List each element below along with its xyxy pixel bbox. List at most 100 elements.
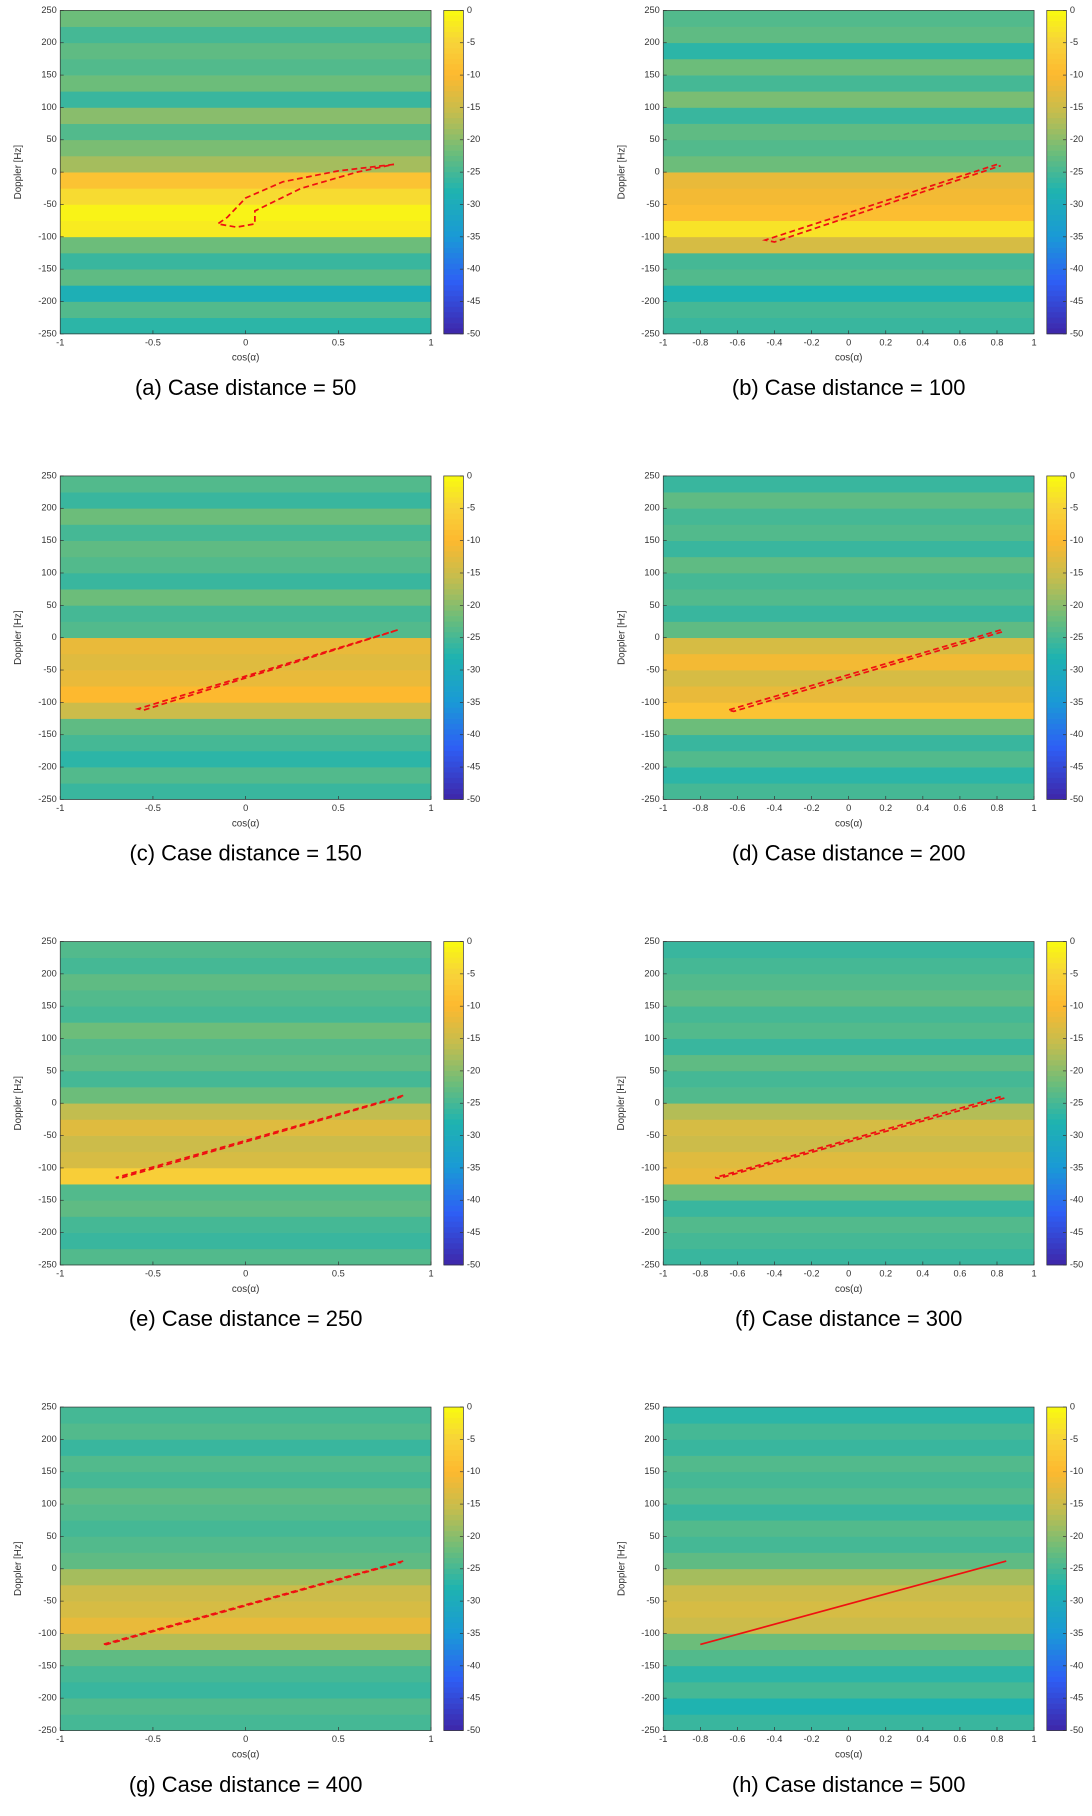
heat-row [60, 653, 432, 671]
colorbar-swatch [443, 48, 464, 54]
colorbar-swatch [443, 664, 464, 671]
colorbar-swatch [443, 589, 464, 595]
heat-row [663, 42, 1035, 60]
colorbar-swatch [1046, 968, 1067, 975]
colorbar-swatch [443, 1254, 464, 1260]
heat-row [60, 269, 432, 286]
colorbar-swatch [1046, 1259, 1067, 1266]
colorbar-swatch [443, 1178, 464, 1185]
heat-row [663, 269, 1035, 286]
colorbar-tick-label: -15 [467, 1033, 480, 1043]
x-tick-label: -0.8 [692, 1269, 708, 1279]
panel: -1 -0.8 -0.6 -0.4 -0.2 0 0.2 0.4 0.6 0.8 1-250-200… [616, 5, 1083, 400]
colorbar-swatch [443, 242, 464, 248]
y-tick-label: -200 [38, 1227, 56, 1237]
heat-row [60, 718, 432, 736]
colorbar-swatch [1046, 1444, 1067, 1451]
heat-row [60, 621, 432, 639]
heat-row [60, 767, 432, 784]
colorbar-tick-label: -40 [467, 264, 480, 274]
colorbar-swatch [1046, 680, 1067, 687]
colorbar-tick-label: -45 [467, 762, 480, 772]
colorbar-swatch [443, 1595, 464, 1602]
colorbar-swatch [443, 1167, 464, 1174]
colorbar-tick-label: -35 [1070, 1162, 1083, 1172]
colorbar-swatch [443, 1725, 464, 1731]
x-tick-label: 0 [846, 1734, 851, 1744]
y-tick-label: 200 [644, 37, 659, 47]
heat-row [60, 572, 432, 590]
colorbar-swatch [1046, 21, 1067, 27]
y-tick-label: -100 [38, 697, 56, 707]
colorbar-swatch [443, 177, 464, 184]
colorbar-swatch [443, 96, 464, 103]
heat-row [60, 317, 432, 335]
heat-row [663, 252, 1035, 270]
heat-row [60, 1006, 432, 1023]
heat-row [663, 139, 1035, 157]
heat-row [663, 990, 1035, 1007]
colorbar-swatch [443, 1719, 464, 1726]
colorbar-swatch [1046, 1460, 1067, 1467]
colorbar-swatch [443, 1633, 464, 1640]
colorbar-swatch [1046, 258, 1067, 265]
y-tick-label: 0 [52, 1563, 57, 1573]
heat-row [60, 957, 432, 975]
heat-row [60, 1455, 432, 1473]
heat-row [663, 1568, 1035, 1586]
colorbar-swatch [1046, 1617, 1067, 1624]
y-tick-label: -100 [641, 1628, 659, 1638]
colorbar-swatch [1046, 1439, 1067, 1446]
colorbar-swatch [443, 1022, 464, 1029]
colorbar-swatch [443, 1714, 464, 1721]
colorbar-swatch [1046, 1590, 1067, 1597]
x-tick-label: -1 [659, 338, 667, 348]
colorbar-swatch [1046, 1000, 1067, 1007]
y-tick-label: 150 [41, 1001, 56, 1011]
colorbar-swatch [443, 252, 464, 259]
colorbar-swatch [1046, 42, 1067, 49]
colorbar-swatch [443, 1487, 464, 1494]
heat-row [663, 1439, 1035, 1456]
colorbar-tick-label: -45 [467, 1227, 480, 1237]
colorbar-swatch [1046, 1054, 1067, 1061]
colorbar-swatch [1046, 1552, 1067, 1559]
colorbar-tick-label: -25 [467, 1098, 480, 1108]
x-tick-label: 1 [428, 1269, 433, 1279]
colorbar-swatch [443, 75, 464, 81]
heat-row [663, 1167, 1035, 1185]
heat-row [60, 1119, 432, 1136]
colorbar-swatch [1046, 31, 1067, 38]
colorbar-swatch [443, 15, 464, 22]
colorbar-swatch [443, 794, 464, 800]
heat-row [60, 107, 432, 124]
colorbar-swatch [1046, 990, 1067, 996]
colorbar-swatch [443, 172, 464, 178]
colorbar-swatch [443, 274, 464, 281]
heat-row [663, 637, 1035, 655]
x-tick-label: 0.2 [879, 338, 892, 348]
colorbar-swatch [443, 1536, 464, 1543]
colorbar-swatch [1046, 734, 1067, 741]
colorbar-tick-label: 0 [1070, 470, 1075, 480]
heat-row [663, 1698, 1035, 1715]
colorbar-swatch [443, 583, 464, 590]
heat-row [663, 734, 1035, 752]
heat-row [60, 301, 432, 319]
colorbar-swatch [1046, 215, 1067, 221]
colorbar-swatch [1046, 713, 1067, 719]
colorbar-swatch [1046, 740, 1067, 746]
colorbar-swatch [443, 1655, 464, 1661]
colorbar-swatch [443, 995, 464, 1002]
colorbar-swatch [1046, 10, 1067, 17]
heat-row [60, 1184, 432, 1201]
heat-row [663, 686, 1035, 703]
y-tick-label: -250 [38, 1725, 56, 1735]
colorbar-tick-label: 0 [1070, 1401, 1075, 1411]
colorbar-swatch [443, 756, 464, 763]
heat-row [60, 783, 432, 800]
colorbar-swatch [1046, 1595, 1067, 1602]
heat-row [663, 508, 1035, 525]
y-tick-label: 100 [41, 1033, 56, 1043]
colorbar-swatch [1046, 556, 1067, 563]
